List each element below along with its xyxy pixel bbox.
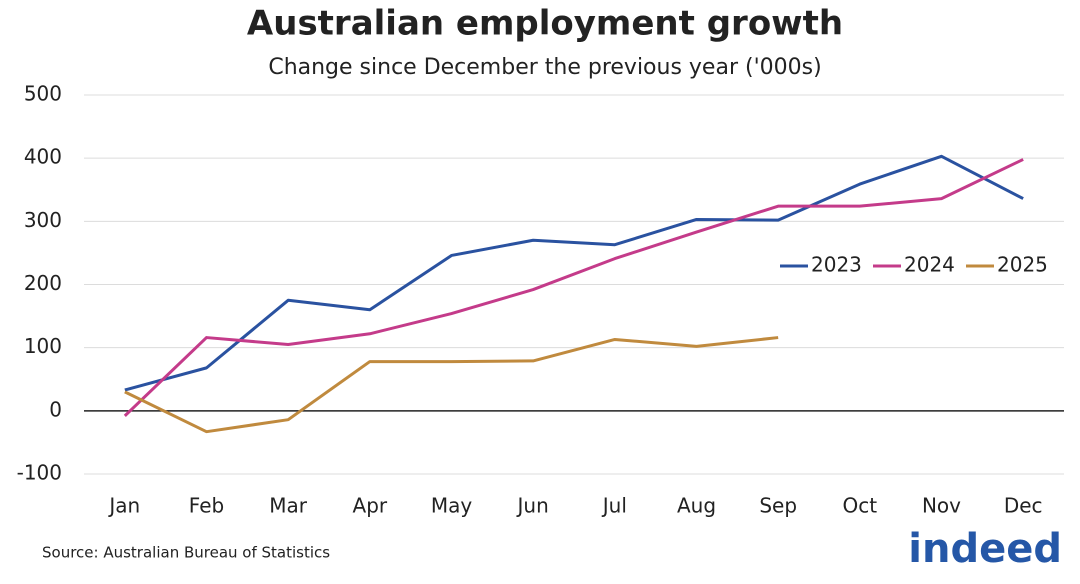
x-tick-label: Apr <box>353 494 388 518</box>
source: Source: Australian Bureau of Statistics <box>42 544 330 562</box>
legend-label: 2025 <box>997 253 1048 277</box>
x-tick-label: Aug <box>677 494 716 518</box>
y-tick-label: -100 <box>17 461 62 485</box>
x-tick-label: Dec <box>1004 494 1043 518</box>
x-tick-label: Jun <box>516 494 549 518</box>
series-line <box>124 154 1024 392</box>
y-tick-label: 100 <box>24 334 62 358</box>
y-tick-label: 400 <box>24 145 62 169</box>
x-tick-label: Nov <box>922 494 961 518</box>
x-tick-label: Mar <box>269 494 308 518</box>
logo: indeed <box>908 526 1062 572</box>
series-line <box>124 336 779 434</box>
x-tick-label: Feb <box>189 494 224 518</box>
chart-subtitle: Change since December the previous year … <box>268 55 821 80</box>
y-tick-label: 0 <box>49 397 62 421</box>
legend-label: 2023 <box>811 253 862 277</box>
y-tick-label: 300 <box>24 208 62 232</box>
y-tick-label: 500 <box>24 82 62 106</box>
chart-title: Australian employment growth <box>247 4 843 44</box>
x-tick-label: Jan <box>107 494 140 518</box>
x-tick-label: Jul <box>601 494 627 518</box>
legend-label: 2024 <box>904 253 955 277</box>
y-tick-label: 200 <box>24 271 62 295</box>
x-tick-label: May <box>431 494 473 518</box>
series-line <box>123 158 1024 417</box>
x-tick-label: Sep <box>759 494 797 518</box>
x-tick-label: Oct <box>843 494 878 518</box>
